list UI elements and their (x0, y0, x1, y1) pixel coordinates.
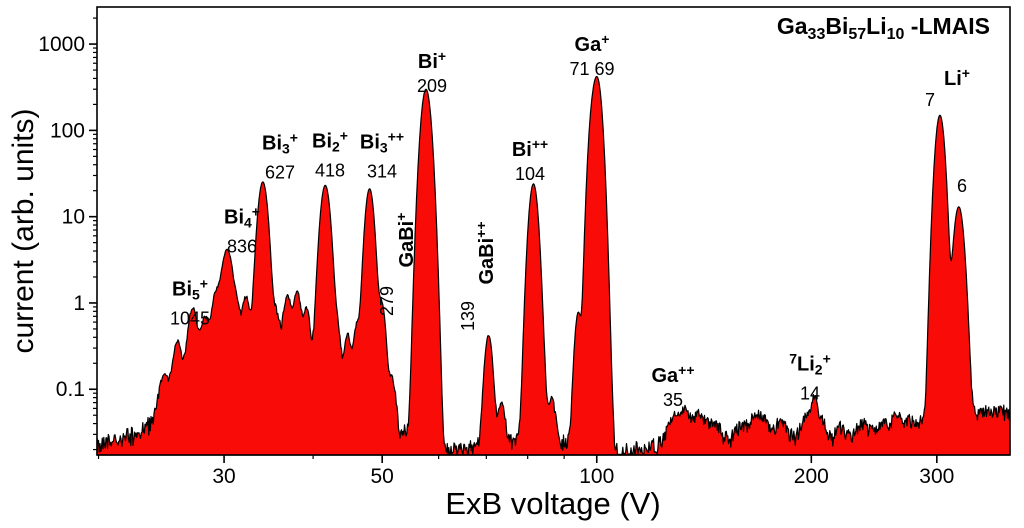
x-tick-label: 300 (919, 465, 954, 488)
x-tick-label: 200 (794, 465, 829, 488)
plot-frame (96, 6, 1011, 456)
x-axis-label: ExB voltage (V) (445, 486, 661, 521)
y-tick-label: 0.1 (56, 378, 85, 401)
x-tick-label: 100 (579, 465, 614, 488)
y-tick-label: 1000 (38, 33, 85, 56)
x-tick-label: 30 (212, 465, 235, 488)
y-tick-label: 10 (62, 206, 85, 229)
x-tick-label: 50 (371, 465, 394, 488)
y-tick-label: 1 (73, 292, 85, 315)
figure-title: Ga33Bi57Li10 -LMAIS (776, 13, 990, 43)
spectrum-trace (96, 75, 1011, 456)
y-axis-label: current (arb. units) (7, 108, 40, 354)
y-tick-label: 100 (50, 119, 85, 142)
